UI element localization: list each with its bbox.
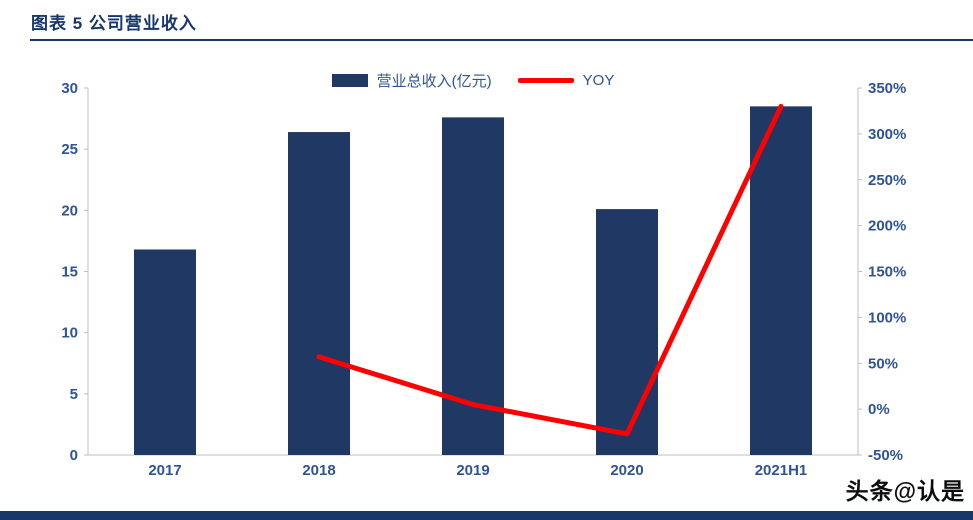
x-axis-label: 2020 xyxy=(610,462,643,479)
legend-label-yoy: YOY xyxy=(582,72,615,89)
legend-item-revenue: 营业总收入(亿元) xyxy=(331,70,492,91)
left-axis-tick-label: 30 xyxy=(61,80,78,97)
right-axis-tick-label: 200% xyxy=(868,218,906,235)
right-axis-tick-label: 50% xyxy=(868,355,898,372)
right-axis-tick-label: 0% xyxy=(868,401,890,418)
bar-2017 xyxy=(134,249,196,455)
line-series-swatch-icon xyxy=(517,78,574,83)
figure-title: 图表 5 公司营业收入 xyxy=(31,14,197,33)
watermark: 头条@认是 xyxy=(845,478,965,504)
bar-2021H1 xyxy=(750,106,812,455)
right-axis-tick-label: 150% xyxy=(868,264,906,281)
x-axis-label: 2018 xyxy=(302,462,335,479)
left-axis-tick-label: 15 xyxy=(61,264,78,281)
legend-label-revenue: 营业总收入(亿元) xyxy=(376,73,492,90)
right-axis-tick-label: 300% xyxy=(868,126,906,143)
x-axis-label: 2021H1 xyxy=(755,462,808,479)
bar-series-swatch-icon xyxy=(331,74,368,87)
footer-bar xyxy=(0,511,973,520)
right-axis-tick-label: 350% xyxy=(868,80,906,97)
left-axis-tick-label: 25 xyxy=(61,141,78,158)
yoy-line xyxy=(316,103,784,437)
chart-legend: 营业总收入(亿元) YOY xyxy=(88,70,858,91)
right-axis-tick-label: 250% xyxy=(868,172,906,189)
bar-2020 xyxy=(596,209,658,455)
left-axis-tick-label: 20 xyxy=(61,202,78,219)
bar-2018 xyxy=(288,132,350,456)
left-axis-tick-label: 5 xyxy=(70,386,78,403)
x-axis-label: 2019 xyxy=(456,462,489,479)
left-axis-tick-label: 0 xyxy=(70,447,78,464)
legend-item-yoy: YOY xyxy=(517,72,615,89)
title-divider xyxy=(30,39,973,41)
left-axis-tick-label: 10 xyxy=(61,325,78,342)
right-axis-tick-label: -50% xyxy=(868,447,903,464)
x-axis-label: 2017 xyxy=(148,462,181,479)
right-axis-tick-label: 100% xyxy=(868,309,906,326)
